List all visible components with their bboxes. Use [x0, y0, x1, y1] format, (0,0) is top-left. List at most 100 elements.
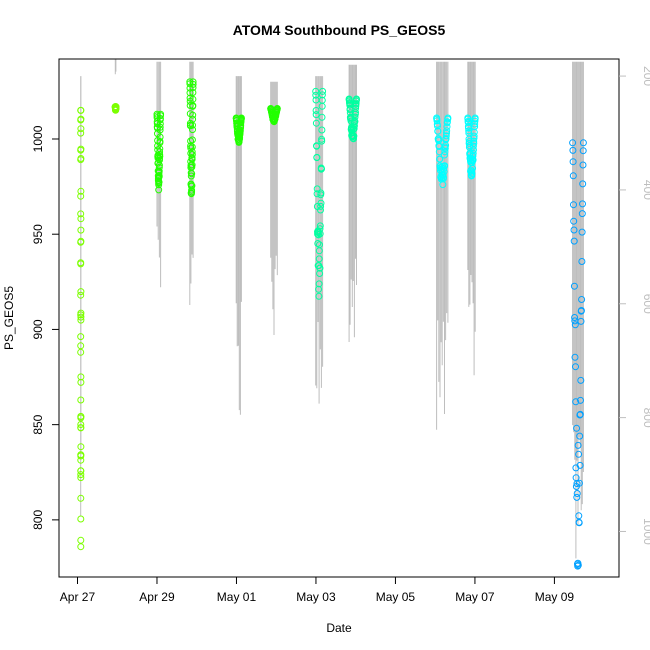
data-point: [156, 152, 164, 160]
data-point: [156, 115, 164, 122]
data-point: [312, 107, 320, 114]
data-point: [188, 155, 196, 163]
data-point: [156, 138, 164, 145]
data-point: [156, 148, 164, 156]
data-point: [440, 151, 448, 159]
y-tick-label: 1000: [31, 125, 45, 152]
data-point: [469, 164, 476, 172]
data-point: [237, 114, 245, 122]
data-point: [571, 314, 579, 321]
data-point: [351, 118, 359, 125]
data-point: [576, 432, 584, 440]
data-point: [77, 413, 85, 420]
data-point: [579, 180, 587, 188]
data-point: [464, 115, 472, 123]
x-tick-label: May 05: [376, 590, 416, 604]
data-point: [188, 182, 196, 190]
data-point: [77, 494, 85, 502]
data-point: [77, 421, 85, 428]
data-point: [316, 241, 323, 249]
data-point: [77, 467, 85, 475]
data-point: [77, 155, 85, 162]
x-tick-label: May 03: [296, 590, 336, 604]
data-point: [188, 143, 196, 151]
data-point: [77, 536, 85, 544]
data-point: [441, 162, 449, 170]
data-point: [187, 144, 195, 152]
data-point: [470, 132, 478, 140]
data-point: [570, 226, 578, 234]
data-point: [575, 512, 583, 520]
data-point: [574, 561, 582, 569]
data-point: [350, 132, 358, 140]
data-point: [441, 144, 449, 152]
x-tick-label: May 01: [217, 590, 257, 604]
y2-tick-label: 800: [641, 408, 650, 428]
data-point: [442, 132, 450, 140]
data-point: [579, 200, 586, 208]
y2-tick-label: 200: [641, 66, 650, 86]
chart-title: ATOM4 Southbound PS_GEOS5: [233, 22, 446, 38]
data-point: [316, 222, 324, 230]
data-point: [77, 288, 85, 296]
data-point: [315, 255, 323, 263]
data-point: [155, 186, 163, 194]
data-point: [77, 291, 85, 299]
data-point: [317, 189, 325, 197]
data-point: [573, 490, 581, 497]
data-point: [77, 187, 85, 195]
data-point: [156, 120, 164, 128]
y-tick-label: 950: [31, 224, 45, 244]
data-point: [77, 348, 85, 356]
data-point: [77, 260, 85, 268]
data-point: [570, 201, 577, 209]
y-tick-label: 900: [31, 319, 45, 339]
pressure-trace-7: [348, 64, 357, 342]
data-point: [434, 127, 442, 135]
data-point: [350, 135, 357, 143]
data-point: [77, 474, 85, 482]
data-point: [189, 111, 197, 119]
pressure-trace-4: [235, 76, 242, 415]
data-point: [436, 155, 444, 163]
data-point: [155, 173, 163, 181]
data-point: [312, 91, 320, 99]
data-point: [186, 89, 194, 97]
data-point: [570, 217, 578, 225]
data-point: [155, 181, 163, 189]
data-point: [318, 126, 326, 134]
y-axis-label: PS_GEOS5: [2, 286, 16, 350]
y-tick-label: 800: [31, 510, 45, 530]
data-point: [577, 317, 585, 325]
data-point: [316, 264, 324, 272]
data-point: [77, 192, 85, 200]
data-point: [188, 170, 196, 178]
data-point: [157, 110, 165, 118]
data-point: [442, 135, 450, 143]
data-point: [77, 115, 85, 123]
data-point: [573, 480, 581, 488]
data-point: [77, 237, 85, 245]
data-point: [350, 122, 358, 130]
pressure-trace-5: [270, 81, 278, 335]
data-point: [352, 99, 360, 107]
x-tick-label: Apr 27: [60, 590, 96, 604]
data-point: [573, 493, 581, 501]
data-point: [317, 206, 324, 214]
plot-frame: [58, 58, 620, 578]
data-point: [77, 333, 85, 341]
data-point: [314, 240, 322, 247]
data-point: [77, 210, 85, 218]
data-point: [188, 186, 196, 194]
data-point: [444, 114, 452, 122]
x-axis-label: Date: [326, 621, 352, 635]
data-point: [575, 519, 583, 527]
axes-layer: Apr 27 Apr 29 May 01 May 03 May 05 May 07 May …: [31, 58, 650, 604]
data-point: [77, 378, 85, 386]
data-point: [314, 229, 322, 237]
data-point: [569, 146, 577, 154]
y2-tick-label: 1000: [641, 518, 650, 545]
data-point: [353, 95, 360, 103]
data-point: [313, 190, 321, 198]
